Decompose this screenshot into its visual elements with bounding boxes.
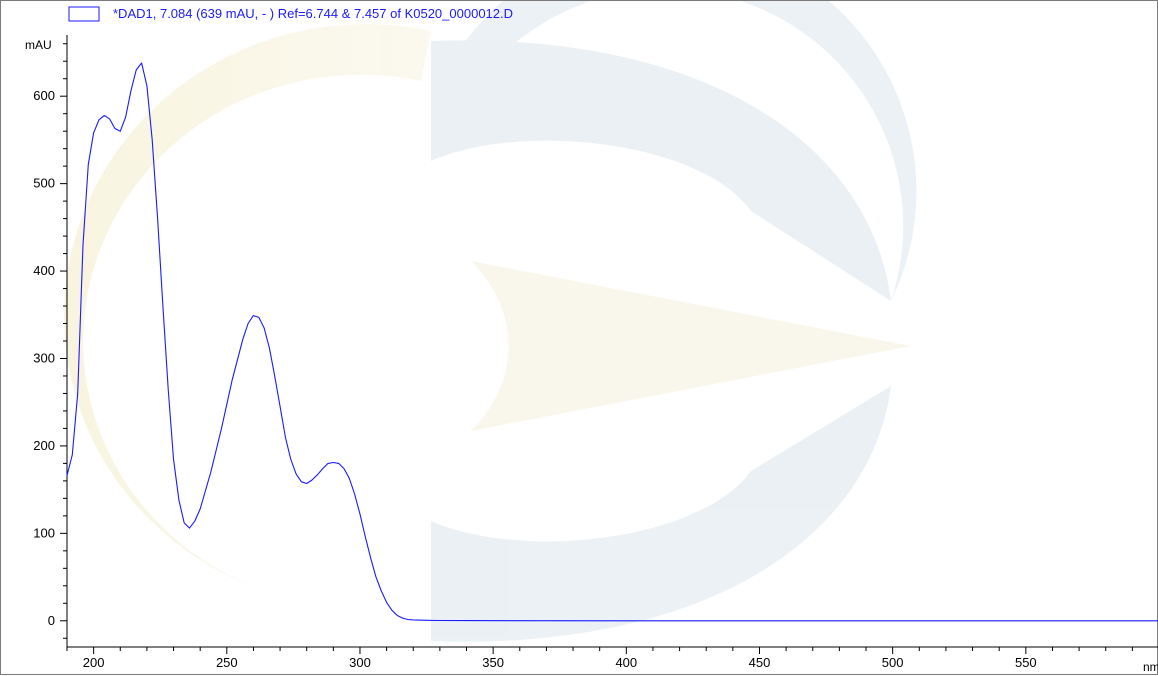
x-tick-label: 400 <box>615 655 637 670</box>
axes: 0 100 200 300 400 500 600 200 250 300 350 400 450 500… <box>25 35 1158 674</box>
y-tick-label: 500 <box>33 176 55 191</box>
y-axis-label: mAU <box>25 38 52 52</box>
watermark-logo <box>64 1 917 642</box>
legend-swatch <box>68 6 100 22</box>
y-tick-label: 200 <box>33 438 55 453</box>
y-tick-label: 300 <box>33 350 55 365</box>
legend: *DAD1, 7.084 (639 mAU, - ) Ref=6.744 & 7… <box>68 6 513 22</box>
legend-text: *DAD1, 7.084 (639 mAU, - ) Ref=6.744 & 7… <box>113 6 513 21</box>
x-tick-label: 550 <box>1015 655 1037 670</box>
x-tick-label: 450 <box>749 655 771 670</box>
x-tick-label: 300 <box>349 655 371 670</box>
x-tick-label: 350 <box>482 655 504 670</box>
x-tick-label: 500 <box>882 655 904 670</box>
x-tick-label: 200 <box>83 655 105 670</box>
y-tick-label: 400 <box>33 263 55 278</box>
y-tick-label: 0 <box>48 613 55 628</box>
series-line <box>66 62 1158 622</box>
y-tick-label: 600 <box>33 88 55 103</box>
y-tick-label: 100 <box>33 525 55 540</box>
x-tick-label: 250 <box>216 655 238 670</box>
series-layer <box>66 62 1158 622</box>
x-axis-label: nm <box>1143 660 1158 674</box>
